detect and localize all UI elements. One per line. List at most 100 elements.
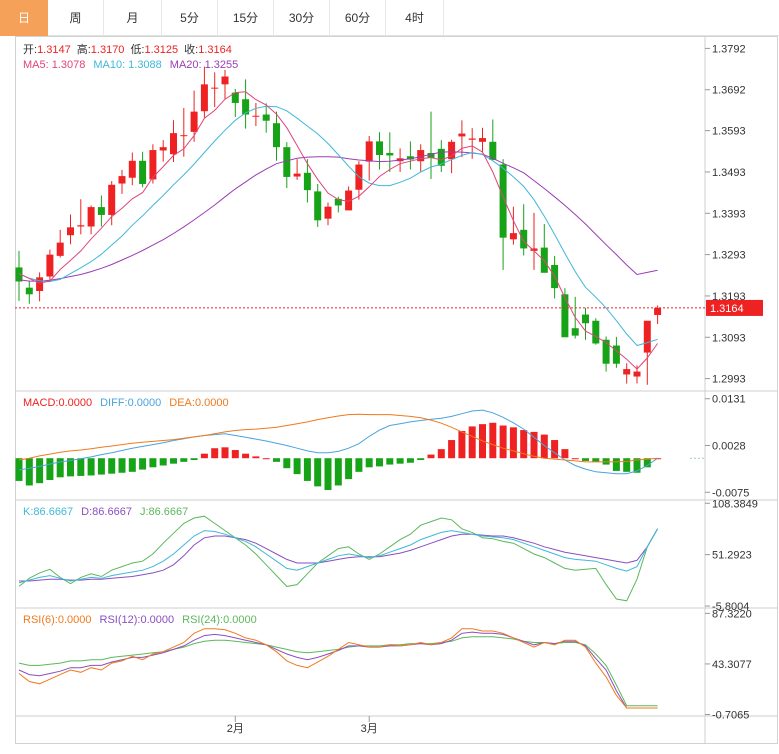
rsi12-line [18,631,658,709]
candle-body [149,150,157,180]
macd-bar [262,458,270,460]
candle-body [108,184,116,215]
candle-body [211,87,219,89]
macd-bar [386,458,394,465]
candle-body [56,242,64,256]
macd-bar [376,458,383,467]
candle-body [592,320,600,344]
tab-5min[interactable]: 5分 [162,0,218,36]
candle-body [448,141,456,160]
candle-body [283,147,291,177]
rsi-axis-tick-label: -0.7065 [712,710,749,722]
macd-bar [128,458,136,472]
candle-body [612,345,620,364]
macd-bar [406,458,414,463]
candle-body [139,160,147,184]
candle-body [633,371,641,377]
macd-bar [200,453,208,459]
candle-body [654,307,662,315]
macd-bar [36,458,44,484]
candle-body [303,172,311,191]
rsi-axis-tick-label: 43.3077 [712,659,752,671]
macd-bar [190,458,198,461]
macd-bar [108,458,116,474]
rsi6-line [18,628,658,709]
candle-body [489,141,497,160]
tab-month[interactable]: 月 [104,0,162,36]
x-tick-label: 3月 [361,723,378,735]
candle-body [530,248,538,251]
candle-body [170,133,177,155]
j-line [18,515,659,602]
tab-day[interactable]: 日 [0,0,48,36]
macd-bar [458,430,466,459]
macd-bar [499,425,507,459]
tab-4hour[interactable]: 4时 [386,0,444,36]
candle-body [242,99,250,115]
tab-week[interactable]: 周 [48,0,104,36]
macd-bar [530,431,538,459]
macd-bar [324,458,332,491]
macd-bar [355,458,363,472]
macd-panel: 0.0131 0.0028 -0.0075 [15,394,749,499]
macd-bar [242,453,250,459]
macd-bar [520,430,528,459]
rsi-panel: 87.3220 43.3077 -0.7065 [18,608,752,722]
candle-body [231,92,239,103]
macd-bar [633,458,641,473]
macd-bar [159,458,167,466]
candle-body [643,320,651,353]
macd-bar [221,447,229,459]
candle-body [365,141,373,162]
kdj-panel: 108.3849 51.2923 -5.8004 [18,498,758,613]
macd-bar [448,440,456,459]
tab-15min[interactable]: 15分 [218,0,274,36]
macd-bar [437,449,445,459]
kdj-axis-tick-label: 51.2923 [712,550,752,562]
chart-frame [15,36,778,744]
macd-bar [427,454,435,459]
x-tick-label: 2月 [227,723,244,735]
price-axis-tick-label: 1.3692 [712,85,746,97]
candle-body [118,176,126,184]
candle-body [221,76,229,85]
macd-bar [643,458,651,468]
candle-body [376,141,383,156]
candle-body [190,111,198,132]
macd-bar [67,458,74,477]
ma5-line [18,91,659,370]
price-axis-tick-label: 1.3493 [712,167,746,179]
macd-bar [582,458,589,461]
tab-60min[interactable]: 60分 [330,0,386,36]
last-price-label: 1.3164 [710,303,744,315]
candle-body [468,138,476,140]
price-axis-tick-label: 1.3593 [712,126,746,138]
rsi24-line [18,636,658,707]
x-axis: 2月 3月 [227,716,378,735]
candle-body [437,148,445,166]
candle-body [252,115,260,117]
macd-bar [334,458,342,486]
macd-legend: MACD:0.0000 DIFF:0.0000 DEA:0.0000 [23,397,229,409]
candle-body [334,198,342,206]
macd-bar [211,448,219,459]
macd-bar [602,458,610,465]
candle-body [15,267,23,282]
tab-30min[interactable]: 30分 [274,0,330,36]
price-axis-tick-label: 1.3093 [712,332,746,344]
candle-body [571,328,579,336]
ma-legend: MA5: 1.3078 MA10: 1.3088 MA20: 1.3255 [23,59,238,71]
candle-body [200,84,208,112]
macd-bar [417,458,425,461]
kdj-axis-tick-label: 108.3849 [712,498,758,510]
candle-body [427,152,435,158]
macd-bar [170,458,177,464]
last-price-box [706,299,763,316]
candle-body [262,114,270,121]
macd-axis-tick-label: -0.0075 [712,487,749,499]
macd-bar [56,458,64,478]
macd-bar [592,458,600,462]
candle-body [499,164,507,238]
macd-axis-tick-label: 0.0028 [712,441,746,453]
